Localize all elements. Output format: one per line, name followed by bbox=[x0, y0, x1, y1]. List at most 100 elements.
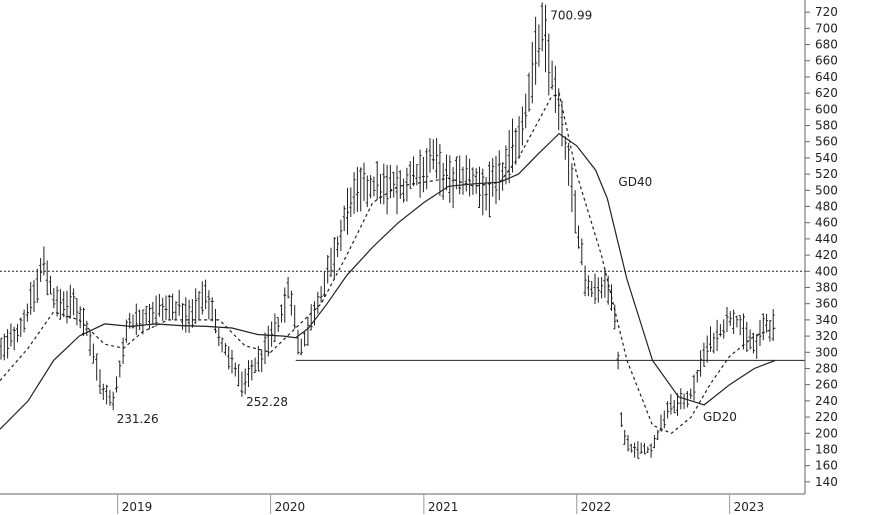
y-tick-label: 700 bbox=[815, 21, 838, 35]
price-bar bbox=[702, 342, 706, 367]
price-bar bbox=[32, 280, 36, 313]
x-tick-label: 2023 bbox=[734, 500, 765, 514]
price-bar bbox=[85, 320, 89, 336]
price-bar bbox=[68, 284, 72, 319]
y-tick-label: 400 bbox=[815, 264, 838, 278]
price-bar bbox=[560, 100, 564, 147]
price-bar bbox=[471, 167, 475, 195]
price-bar bbox=[237, 364, 241, 387]
price-bar bbox=[418, 149, 422, 198]
price-bar bbox=[286, 276, 290, 299]
price-bar bbox=[296, 329, 300, 355]
price-bar bbox=[121, 337, 125, 364]
price-bar bbox=[603, 269, 607, 298]
price-bar bbox=[190, 299, 194, 328]
price-bar bbox=[732, 309, 736, 335]
y-tick-label: 320 bbox=[815, 329, 838, 343]
price-bar bbox=[101, 383, 105, 400]
price-bar bbox=[550, 60, 554, 90]
price-bar bbox=[524, 93, 528, 129]
price-bar bbox=[19, 317, 23, 338]
y-tick-label: 260 bbox=[815, 378, 838, 392]
price-bar bbox=[527, 72, 531, 112]
price-bar bbox=[39, 258, 43, 282]
price-bar bbox=[217, 328, 221, 347]
price-bar bbox=[210, 297, 214, 322]
price-bar bbox=[745, 321, 749, 352]
price-bar bbox=[438, 144, 442, 196]
price-bar bbox=[765, 313, 769, 333]
price-bar bbox=[25, 303, 29, 322]
price-bar bbox=[303, 331, 307, 347]
price-bar bbox=[402, 178, 406, 203]
price-bar bbox=[365, 175, 369, 208]
price-bar bbox=[520, 106, 524, 146]
price-bar bbox=[547, 33, 551, 96]
price-bar bbox=[534, 16, 538, 85]
price-bar bbox=[359, 167, 363, 212]
price-bar bbox=[445, 154, 448, 191]
price-bar bbox=[177, 289, 181, 316]
price-bar bbox=[606, 275, 610, 305]
price-bar bbox=[184, 297, 188, 333]
price-bar bbox=[692, 374, 696, 401]
price-bar bbox=[672, 400, 676, 414]
price-bar bbox=[656, 429, 660, 441]
price-bar bbox=[65, 290, 69, 324]
y-tick-label: 620 bbox=[815, 86, 838, 100]
price-bar bbox=[207, 290, 211, 320]
price-bar bbox=[329, 247, 333, 278]
price-bar bbox=[62, 291, 66, 317]
price-bar bbox=[669, 394, 673, 415]
price-bar bbox=[115, 376, 118, 393]
price-bar bbox=[464, 155, 468, 192]
price-bar bbox=[385, 164, 389, 215]
price-bar bbox=[214, 308, 217, 334]
price-bar bbox=[530, 41, 534, 104]
price-bar bbox=[626, 434, 630, 452]
x-tick-label: 2022 bbox=[581, 500, 612, 514]
price-bar bbox=[662, 410, 666, 429]
y-tick-label: 600 bbox=[815, 102, 838, 116]
price-bar bbox=[689, 388, 693, 399]
price-bar bbox=[504, 145, 508, 185]
price-bar bbox=[388, 164, 392, 199]
annotation-label: GD20 bbox=[703, 410, 737, 424]
price-bar bbox=[256, 345, 260, 372]
price-bar bbox=[639, 442, 643, 454]
price-bar bbox=[273, 313, 277, 343]
price-bar bbox=[593, 273, 597, 305]
price-bar bbox=[412, 156, 415, 187]
price-bar bbox=[346, 187, 349, 235]
price-bar bbox=[164, 295, 168, 321]
price-bar bbox=[728, 311, 732, 326]
price-bar bbox=[577, 225, 580, 249]
price-bar bbox=[134, 303, 138, 336]
series-line-gd20 bbox=[0, 92, 776, 434]
price-bar bbox=[679, 388, 683, 410]
price-bar bbox=[362, 162, 366, 201]
y-tick-label: 200 bbox=[815, 426, 838, 440]
y-tick-label: 640 bbox=[815, 70, 838, 84]
price-bar bbox=[636, 441, 640, 459]
price-bar bbox=[580, 238, 584, 266]
price-bar bbox=[487, 161, 491, 218]
price-bar bbox=[768, 319, 772, 342]
price-bar bbox=[415, 164, 419, 186]
price-bar bbox=[161, 297, 165, 321]
price-bar bbox=[91, 343, 95, 364]
price-bar bbox=[557, 88, 561, 131]
price-bar bbox=[468, 158, 472, 197]
price-bar bbox=[441, 162, 445, 200]
price-bar bbox=[49, 275, 52, 295]
price-bar bbox=[35, 268, 39, 303]
price-bar bbox=[431, 139, 435, 170]
price-bar bbox=[306, 316, 310, 346]
price-bar bbox=[250, 359, 254, 381]
price-bar bbox=[171, 293, 175, 320]
price-bar bbox=[0, 337, 3, 360]
price-bar bbox=[494, 155, 498, 205]
price-bar bbox=[108, 390, 112, 406]
price-bar bbox=[233, 362, 237, 377]
